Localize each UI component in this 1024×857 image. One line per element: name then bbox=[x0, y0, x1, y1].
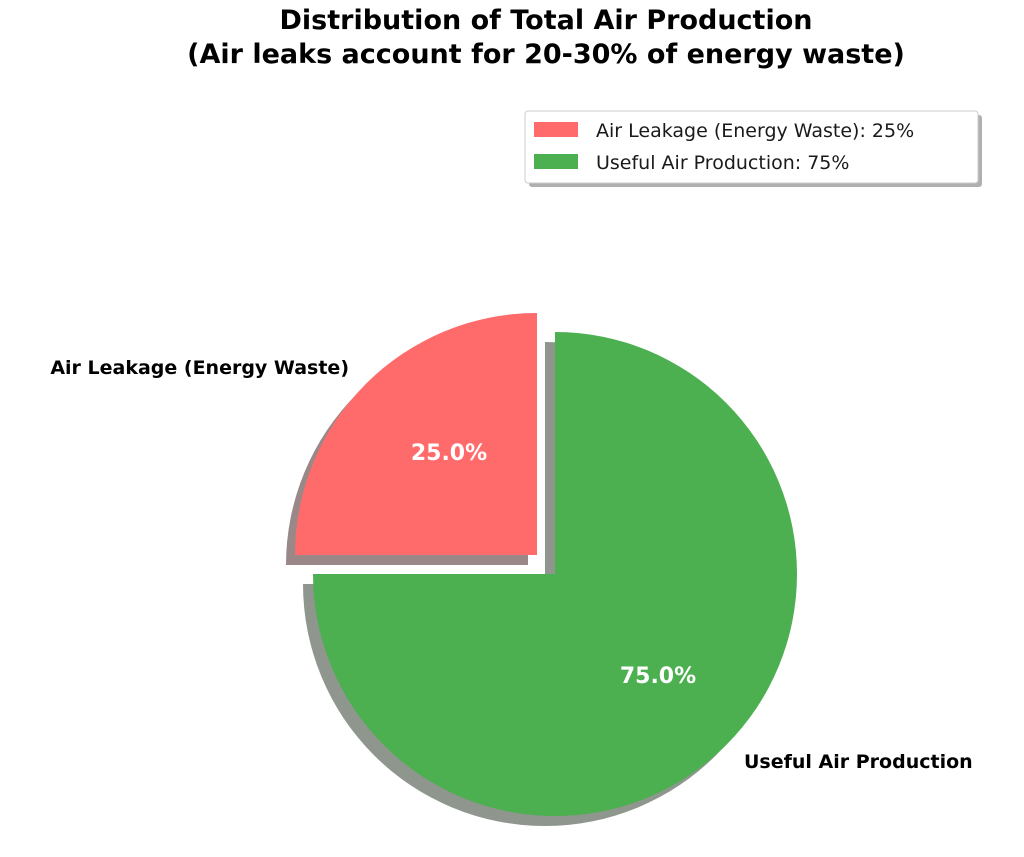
legend: Air Leakage (Energy Waste): 25% Useful A… bbox=[524, 110, 982, 187]
chart-subtitle: (Air leaks account for 20-30% of energy … bbox=[187, 39, 905, 70]
slice-useful-air[interactable] bbox=[313, 332, 797, 816]
slice-pct-useful-air: 75.0% bbox=[620, 664, 696, 689]
slice-label-air-leakage: Air Leakage (Energy Waste) bbox=[50, 357, 349, 379]
slice-label-useful-air: Useful Air Production bbox=[744, 751, 973, 773]
chart-title: Distribution of Total Air Production bbox=[280, 5, 813, 36]
slice-pct-air-leakage: 25.0% bbox=[411, 441, 487, 466]
slice-air-leakage[interactable] bbox=[295, 313, 537, 555]
legend-swatch-useful-air bbox=[534, 154, 578, 169]
legend-box bbox=[524, 110, 979, 184]
legend-swatch-air-leakage bbox=[534, 122, 578, 137]
legend-label-useful-air: Useful Air Production: 75% bbox=[596, 152, 849, 174]
legend-label-air-leakage: Air Leakage (Energy Waste): 25% bbox=[596, 120, 914, 142]
